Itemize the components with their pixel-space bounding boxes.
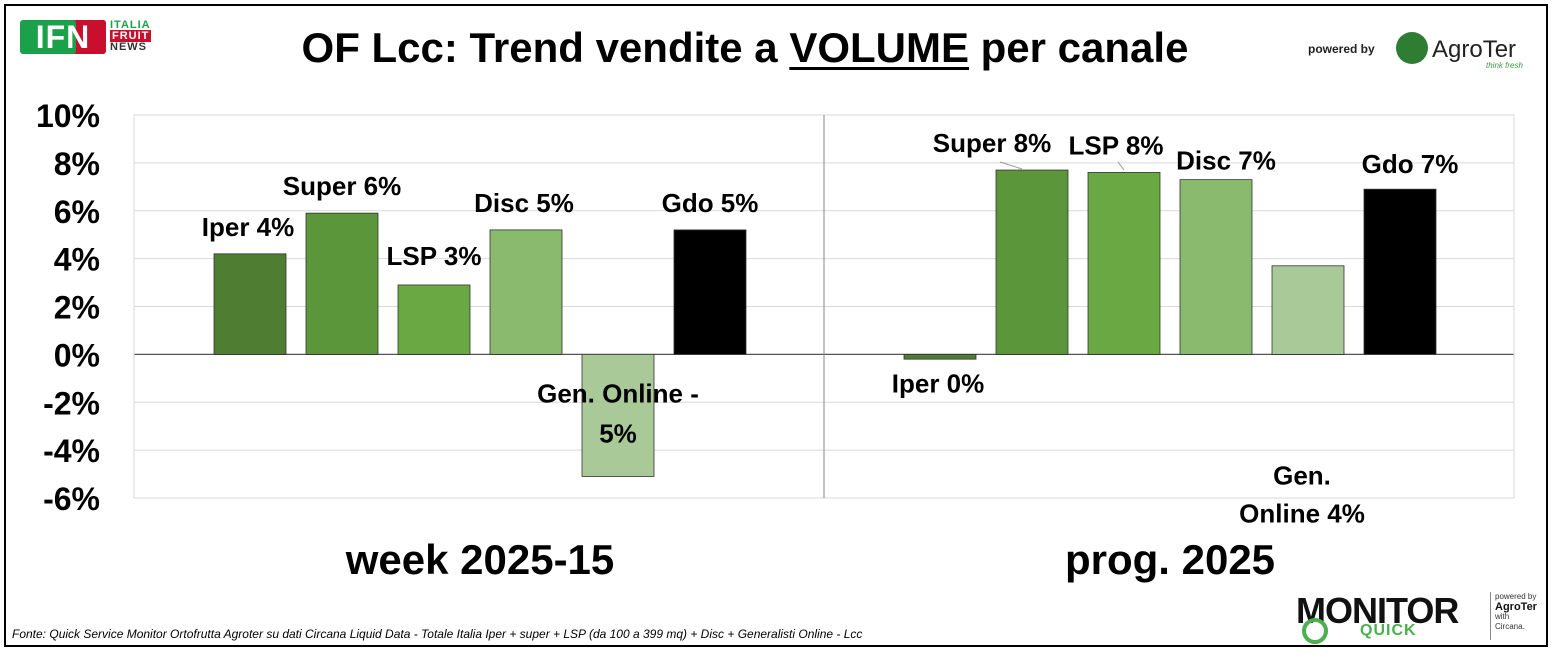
data-label: Gen. Online - (537, 378, 699, 408)
data-label: Gdo 5% (662, 188, 759, 218)
leader-line (1117, 161, 1125, 171)
y-tick-label: -2% (43, 385, 100, 421)
bar-lsp-0 (397, 284, 471, 355)
y-tick-label: -6% (43, 481, 100, 517)
data-label: 5% (599, 418, 637, 448)
bar-iper-0 (213, 253, 287, 355)
agroter-leaf-icon (1396, 32, 1428, 64)
y-tick-label: 2% (54, 290, 100, 326)
bar-gen-online-0 (581, 353, 655, 477)
data-label: Disc 5% (474, 188, 574, 218)
y-tick-label: 8% (54, 146, 100, 182)
side-circana: Circana. (1495, 622, 1525, 631)
y-tick-label: 6% (54, 194, 100, 230)
category-label: prog. 2025 (1065, 536, 1275, 583)
y-tick-label: 10% (36, 98, 100, 134)
bar-super-1 (995, 169, 1069, 355)
bar-gdo-1 (1363, 188, 1437, 355)
side-with: with (1495, 612, 1510, 621)
data-label: Super 8% (933, 128, 1052, 158)
leader-line (999, 161, 1023, 170)
data-label: LSP 8% (1069, 130, 1164, 160)
data-label: Gen. (1273, 460, 1331, 490)
data-label: Iper 0% (892, 368, 985, 398)
monitor-quick-word: QUICK (1360, 622, 1417, 639)
chart-title: OF Lcc: Trend vendite a VOLUME per canal… (0, 24, 1490, 72)
title-underlined: VOLUME (789, 24, 969, 71)
monitor-quick-logo: MONITOR QUICK powered by AgroTer with Ci… (1296, 590, 1546, 644)
source-note: Fonte: Quick Service Monitor Ortofrutta … (12, 627, 863, 641)
ifn-logo-words: ITALIA FRUIT NEWS (110, 19, 152, 53)
ifn-word-1: ITALIA (110, 19, 151, 31)
magnifier-icon (1302, 618, 1328, 644)
ifn-logo-mark: IFN (20, 20, 106, 54)
ifn-logo: IFN ITALIA FRUIT NEWS (20, 20, 170, 62)
agroter-name: AgroTer (1432, 36, 1517, 63)
data-label: LSP 3% (387, 241, 482, 271)
ifn-word-2: FRUIT (110, 30, 152, 42)
bar-disc-1 (1179, 179, 1253, 355)
y-tick-label: 0% (54, 337, 100, 373)
data-label: Gdo 7% (1362, 149, 1459, 179)
agroter-logo: AgroTer think fresh (1396, 30, 1526, 70)
title-suffix: per canale (968, 24, 1189, 71)
bar-lsp-1 (1087, 172, 1161, 355)
bar-disc-0 (489, 229, 563, 355)
category-label: week 2025-15 (345, 536, 615, 583)
agroter-tagline: think fresh (1486, 61, 1523, 70)
ifn-word-3: NEWS (110, 41, 147, 53)
side-agroter: AgroTer (1495, 601, 1537, 613)
side-powered: powered by (1495, 592, 1537, 601)
bar-gdo-0 (673, 229, 747, 355)
bar-gen-online-1 (1271, 265, 1345, 355)
powered-by-label: powered by (1308, 42, 1375, 56)
data-label: Super 6% (283, 171, 402, 201)
y-tick-label: 4% (54, 242, 100, 278)
data-label: Online 4% (1239, 498, 1365, 528)
title-prefix: OF Lcc: Trend vendite a (301, 24, 790, 71)
data-label: Iper 4% (202, 212, 295, 242)
y-tick-label: -4% (43, 433, 100, 469)
data-label: Disc 7% (1176, 146, 1276, 176)
chart-frame (4, 4, 1548, 647)
bar-super-0 (305, 212, 379, 355)
monitor-side-credits: powered by AgroTer with Circana. (1490, 592, 1551, 640)
bar-iper-1 (903, 353, 977, 360)
